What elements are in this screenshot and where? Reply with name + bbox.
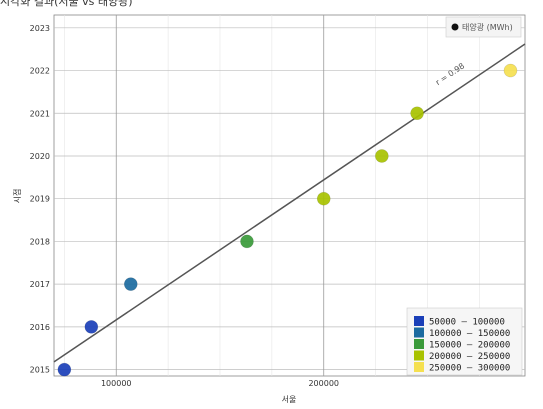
- legend-swatch: [414, 339, 424, 349]
- y-tick-label: 2018: [30, 237, 50, 246]
- data-point: [410, 106, 424, 121]
- page-title: 시각화 결과(서울 vs 태양광): [0, 0, 133, 8]
- data-point: [123, 277, 138, 291]
- y-tick-label: 2022: [30, 67, 50, 76]
- legend-entry-label: 250000 – 300000: [429, 364, 510, 374]
- size-legend-box: [445, 16, 522, 38]
- trend-line: [53, 43, 526, 363]
- data-point: [503, 63, 518, 78]
- legend-entry-label: 200000 – 250000: [429, 352, 510, 362]
- y-tick-label: 2017: [30, 280, 50, 289]
- x-tick-label: 200000: [308, 379, 339, 388]
- legend-swatch: [414, 316, 424, 326]
- legend-entry-label: 150000 – 200000: [429, 341, 510, 351]
- legend-swatch: [414, 327, 424, 338]
- y-axis-title: 시점: [12, 189, 22, 204]
- legend-entry-label: 100000 – 150000: [429, 329, 510, 339]
- tick-labels: 2015 2016 2017 2018 2019 2020 2021 2022 2023 1000…: [30, 24, 339, 388]
- legend-entry-label: 50000 – 100000: [429, 318, 505, 328]
- legend-swatch: [414, 362, 424, 372]
- y-tick-label: 2015: [30, 366, 50, 375]
- size-legend-label: 태양광 (MWh): [462, 22, 513, 32]
- data-point: [240, 234, 254, 249]
- data-point: [84, 320, 99, 334]
- y-tick-label: 2021: [30, 109, 50, 118]
- data-point: [375, 149, 389, 163]
- data-points: [57, 21, 518, 377]
- data-point: [57, 362, 72, 377]
- x-axis-title: 서울: [282, 395, 297, 404]
- size-legend: 태양광 (MWh): [445, 16, 522, 38]
- y-tick-label: 2023: [30, 24, 50, 33]
- y-tick-label: 2016: [30, 323, 50, 332]
- legend-swatch: [414, 350, 424, 361]
- color-legend-box: [406, 307, 523, 376]
- y-tick-label: 2019: [30, 195, 50, 204]
- data-point: [316, 191, 331, 206]
- x-tick-label: 100000: [101, 379, 132, 388]
- y-tick-label: 2020: [30, 152, 50, 161]
- size-legend-marker: [451, 23, 459, 31]
